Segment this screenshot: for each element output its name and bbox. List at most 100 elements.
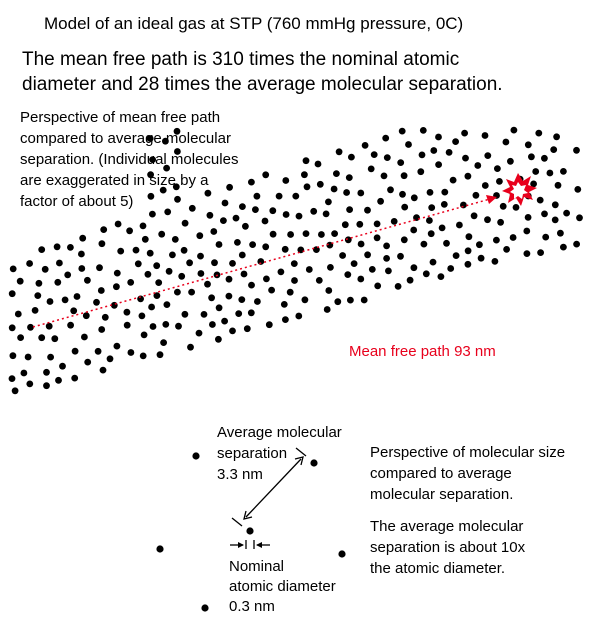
molecule-dot <box>322 210 330 218</box>
molecule-dot <box>383 154 391 162</box>
molecule-dot <box>174 148 181 155</box>
molecule-dot <box>305 266 313 273</box>
molecule-dot <box>117 247 125 255</box>
molecule-dot <box>98 240 106 248</box>
molecule-dot <box>238 251 246 259</box>
molecule-dot <box>140 331 148 339</box>
molecule-dot <box>461 129 468 137</box>
molecule-dot <box>148 303 156 311</box>
molecule-dot <box>390 218 398 225</box>
molecule-dot <box>400 236 408 244</box>
molecule-dot <box>326 241 334 249</box>
separation-ratio-note: The average molecular separation is abou… <box>370 518 526 577</box>
molecule-dot <box>79 234 87 242</box>
molecule-dot <box>470 212 478 220</box>
molecule-dot <box>512 204 520 211</box>
molecule-dot <box>81 333 88 341</box>
molecule-dot <box>132 246 140 254</box>
molecule-dot <box>261 217 269 225</box>
molecule-dot <box>262 171 270 179</box>
molecule-dot <box>9 265 17 273</box>
molecule-dot <box>370 151 378 159</box>
molecule-dot <box>523 227 531 235</box>
molecule-dot <box>325 198 332 206</box>
molecule-dot <box>123 308 131 316</box>
molecule-dot <box>282 177 290 184</box>
molecule-dot <box>440 201 448 208</box>
molecule-dot <box>239 203 246 211</box>
molecule-dot <box>385 267 392 275</box>
molecule-dot <box>38 246 46 254</box>
molecule-dot <box>94 347 102 355</box>
molecule-dot <box>427 230 435 238</box>
molecule-dot <box>243 325 251 333</box>
molecule-dot <box>78 265 86 272</box>
molecule-dot <box>310 459 318 467</box>
molecule-dot <box>368 266 376 273</box>
molecule-dot <box>535 129 543 137</box>
molecule-dot <box>211 259 218 267</box>
molecule-dot <box>196 232 204 240</box>
molecule-dot <box>553 133 560 141</box>
molecule-dot <box>27 323 34 331</box>
molecule-dot <box>247 309 255 317</box>
molecule-dot <box>499 202 507 210</box>
molecule-dot <box>405 141 412 148</box>
molecule-dot <box>472 191 480 199</box>
molecule-dot <box>221 317 229 325</box>
molecule-dot <box>287 231 294 238</box>
molecule-dot <box>24 353 32 361</box>
collision-burst-center <box>510 182 528 199</box>
molecule-dot <box>204 280 211 288</box>
diameter-label: Nominal atomic diameter 0.3 nm <box>229 558 336 615</box>
molecule-dot <box>281 245 289 253</box>
molecule-dot <box>54 278 62 286</box>
molecule-dot <box>406 276 414 284</box>
molecule-dot <box>573 240 580 248</box>
separation-arrow <box>231 447 307 527</box>
molecule-dot <box>31 307 39 314</box>
molecule-dot <box>410 264 418 272</box>
molecule-dot <box>225 292 233 300</box>
molecule-dot <box>357 189 365 197</box>
molecule-dot <box>156 545 164 553</box>
molecule-dot <box>51 335 59 343</box>
molecule-dot <box>206 211 214 219</box>
molecule-dot <box>542 233 550 241</box>
molecule-dot <box>97 287 105 294</box>
molecule-dot <box>330 185 338 193</box>
molecule-dot <box>147 171 155 179</box>
molecule-dot <box>465 233 473 241</box>
molecule-dot <box>160 339 168 346</box>
molecule-dot <box>502 138 510 146</box>
molecule-dot <box>11 387 19 395</box>
molecule-dot <box>101 313 109 321</box>
molecule-dot <box>78 250 85 258</box>
molecule-dot <box>234 239 241 246</box>
molecule-dot <box>71 374 79 382</box>
molecule-dot <box>297 246 305 254</box>
molecule-dot <box>510 126 518 134</box>
molecule-dot <box>435 161 442 169</box>
molecule-dot <box>360 296 368 304</box>
molecule-dot <box>331 230 338 238</box>
molecule-dot <box>165 267 173 275</box>
molecule-dot <box>26 380 34 388</box>
molecule-dot <box>357 240 365 248</box>
diameter-marker <box>230 540 270 549</box>
molecule-dot <box>252 206 259 214</box>
molecule-dot <box>327 264 334 271</box>
molecule-dot <box>113 283 120 291</box>
molecule-dot <box>315 277 323 284</box>
molecule-dot <box>178 272 186 280</box>
molecule-dot <box>47 353 54 361</box>
molecule-dot <box>146 135 154 142</box>
molecule-dot <box>45 322 53 330</box>
molecule-dot <box>345 174 353 182</box>
molecule-dot <box>303 183 311 191</box>
molecule-dot <box>149 323 157 330</box>
molecule-dot <box>215 335 222 343</box>
molecule-dot <box>310 207 318 215</box>
molecule-dot <box>210 228 218 235</box>
molecule-dot <box>462 154 469 162</box>
